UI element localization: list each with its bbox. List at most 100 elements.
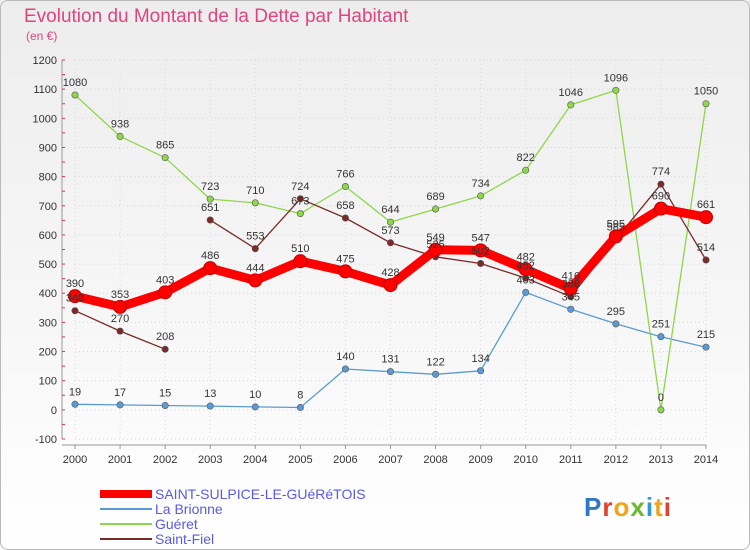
data-label: 270 xyxy=(111,313,129,325)
data-label: 0 xyxy=(658,392,664,404)
data-label: 17 xyxy=(114,387,126,399)
data-point-1 xyxy=(71,400,79,408)
data-point-2 xyxy=(161,154,169,162)
proxiti-logo: Proxiti xyxy=(584,492,672,523)
data-label: 661 xyxy=(697,199,715,211)
data-point-1 xyxy=(161,401,169,409)
data-point-0 xyxy=(203,261,218,276)
data-label: 134 xyxy=(471,353,489,365)
data-label: 644 xyxy=(381,204,399,216)
data-point-3 xyxy=(657,180,665,188)
data-point-1 xyxy=(477,367,485,375)
x-tick-label: 2002 xyxy=(153,454,177,466)
data-label: 340 xyxy=(66,293,84,305)
data-point-2 xyxy=(71,91,79,99)
data-label: 549 xyxy=(426,232,444,244)
x-tick-label: 2000 xyxy=(63,454,87,466)
data-label: 486 xyxy=(201,250,219,262)
data-point-3 xyxy=(386,239,394,247)
data-label: 585 xyxy=(607,221,625,233)
data-label: 723 xyxy=(201,181,219,193)
data-point-2 xyxy=(386,218,394,226)
data-label: 724 xyxy=(291,181,309,193)
x-tick-label: 2013 xyxy=(649,454,673,466)
logo-letter: P xyxy=(584,492,603,522)
data-label: 502 xyxy=(471,245,489,257)
data-label: 208 xyxy=(156,331,174,343)
legend-swatch-gueret xyxy=(100,522,152,525)
data-label: 444 xyxy=(246,262,264,274)
data-point-2 xyxy=(432,205,440,213)
y-tick-label: 100 xyxy=(39,376,57,388)
data-label: 673 xyxy=(291,196,309,208)
data-label: 938 xyxy=(111,118,129,130)
data-point-0 xyxy=(563,281,578,296)
x-tick-label: 2009 xyxy=(468,454,492,466)
data-label: 689 xyxy=(426,191,444,203)
logo-letter: t xyxy=(654,492,664,522)
data-label: 122 xyxy=(426,356,444,368)
data-point-2 xyxy=(522,166,530,174)
data-label: 215 xyxy=(697,329,715,341)
unit-label: (en €) xyxy=(26,29,58,43)
y-tick-label: 400 xyxy=(39,288,57,300)
data-label: 1050 xyxy=(694,86,718,98)
data-point-2 xyxy=(341,183,349,191)
y-tick-label: 700 xyxy=(39,201,57,213)
data-label: 573 xyxy=(381,225,399,237)
legend-label-gueret: Guéret xyxy=(155,515,198,532)
y-tick-label: 900 xyxy=(39,142,57,154)
y-tick-label: 200 xyxy=(39,347,57,359)
data-point-0 xyxy=(113,299,128,314)
data-point-3 xyxy=(296,195,304,203)
data-label: 690 xyxy=(652,191,670,203)
data-point-2 xyxy=(567,101,575,109)
x-tick-label: 2007 xyxy=(378,454,402,466)
data-point-1 xyxy=(296,404,304,412)
chart-title: Evolution du Montant de la Dette par Hab… xyxy=(24,6,409,27)
data-label: 766 xyxy=(336,169,354,181)
data-label: 131 xyxy=(381,354,399,366)
data-label: 822 xyxy=(517,152,535,164)
data-label: 15 xyxy=(159,387,171,399)
data-label: 403 xyxy=(517,274,535,286)
data-point-0 xyxy=(248,273,263,288)
legend-item-saint-fiel: Saint-Fiel xyxy=(100,530,366,547)
data-point-2 xyxy=(296,210,304,218)
x-tick-label: 2012 xyxy=(604,454,628,466)
data-label: 658 xyxy=(336,200,354,212)
data-point-1 xyxy=(251,403,259,411)
data-point-1 xyxy=(522,288,530,296)
data-label: 475 xyxy=(336,253,354,265)
data-label: 416 xyxy=(562,271,580,283)
data-point-3 xyxy=(206,216,214,224)
y-tick-label: 600 xyxy=(39,230,57,242)
data-point-2 xyxy=(206,195,214,203)
data-label: 547 xyxy=(471,232,489,244)
data-label: 865 xyxy=(156,140,174,152)
data-label: 295 xyxy=(607,306,625,318)
legend-label-saint-sulpice: SAINT-SULPICE-LE-GUéRéTOIS xyxy=(155,485,366,502)
y-tick-label: 1100 xyxy=(33,84,57,96)
x-tick-label: 2006 xyxy=(333,454,357,466)
data-point-1 xyxy=(432,370,440,378)
data-point-1 xyxy=(567,305,575,313)
legend-label-saint-fiel: Saint-Fiel xyxy=(155,530,215,547)
data-point-0 xyxy=(383,278,398,293)
data-point-0 xyxy=(428,242,443,257)
data-point-0 xyxy=(518,262,533,277)
x-tick-label: 2011 xyxy=(559,454,583,466)
x-tick-label: 2008 xyxy=(423,454,447,466)
legend: SAINT-SULPICE-LE-GUéRéTOIS La Brionne Gu… xyxy=(100,485,366,547)
data-point-2 xyxy=(116,132,124,140)
data-point-3 xyxy=(477,259,485,267)
x-tick-label: 2004 xyxy=(243,454,267,466)
data-point-0 xyxy=(699,210,713,225)
legend-item-saint-sulpice: SAINT-SULPICE-LE-GUéRéTOIS xyxy=(100,485,366,502)
data-point-1 xyxy=(386,368,394,376)
logo-letter: i xyxy=(663,492,672,522)
x-tick-label: 2001 xyxy=(108,454,132,466)
logo-letter: r xyxy=(602,492,614,522)
data-label: 390 xyxy=(66,278,84,290)
data-label: 140 xyxy=(336,351,354,363)
